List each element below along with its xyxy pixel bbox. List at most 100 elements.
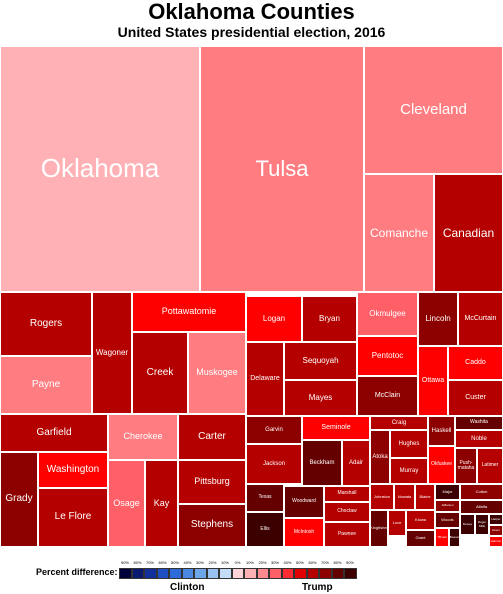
county-latimer: Latimer — [477, 448, 503, 484]
legend-trump-label: Trump — [302, 582, 333, 593]
legend-tick-label: 20% — [258, 560, 267, 565]
county-jefferson: Jefferson — [435, 500, 460, 512]
county-harmon: Harmon — [489, 536, 503, 547]
county-major: Major — [435, 484, 460, 500]
county-ottawa: Ottawa — [418, 346, 448, 416]
county-pentotoc: Pentotoc — [357, 336, 418, 376]
legend-tick-label: 10% — [245, 560, 254, 565]
county-washington: Washington — [38, 452, 108, 488]
county-craig: Craig — [370, 416, 428, 430]
legend-swatch — [156, 568, 169, 579]
county-custer: Custer — [448, 380, 503, 416]
legend-tick-label: 60% — [158, 560, 167, 565]
county-love: Love — [388, 510, 406, 536]
county-rogers: Rogers — [0, 292, 92, 356]
county-tillman: Tillman — [435, 528, 449, 547]
chart-title: Oklahoma Counties — [148, 0, 355, 24]
legend-swatch — [244, 568, 257, 579]
county-osage: Osage — [108, 460, 145, 547]
legend-swatch — [181, 568, 194, 579]
county-blaine: Blaine — [415, 484, 435, 510]
county-lincoln: Lincoln — [418, 292, 458, 346]
legend-tick-label: 20% — [208, 560, 217, 565]
county-haskell: Haskell — [428, 416, 455, 446]
county-mcclain: McClain — [357, 376, 418, 416]
county-comanche: Comanche — [364, 174, 434, 292]
legend-tick-label: 30% — [195, 560, 204, 565]
legend-tick-label: 10% — [220, 560, 229, 565]
county-stephens: Stephens — [178, 504, 246, 547]
county-murray: Murray — [390, 458, 428, 484]
legend-tick-label: 40% — [283, 560, 292, 565]
chart-subtitle: United States presidential election, 201… — [117, 24, 386, 40]
legend-swatch — [319, 568, 332, 579]
legend-swatch — [331, 568, 344, 579]
legend-swatch — [281, 568, 294, 579]
county-oklahoma: Oklahoma — [0, 46, 200, 292]
county-atoka: Atoka — [370, 430, 390, 484]
county-muskogee: Muskogee — [188, 332, 246, 414]
legend-tick-label: 80% — [133, 560, 142, 565]
county-okmulgee: Okmulgee — [357, 292, 418, 336]
county-cherokee: Cherokee — [108, 414, 178, 460]
legend-clinton-label: Clinton — [170, 582, 205, 593]
legend-tick-label: 80% — [333, 560, 342, 565]
county-beaver: Beaver — [449, 528, 460, 547]
county-pawnee: Pawnee — [324, 522, 370, 547]
county-grant: Grant — [406, 530, 435, 547]
county-hughes: Hughes — [390, 430, 428, 458]
county-wagoner: Wagoner — [92, 292, 132, 414]
county-noble: Noble — [455, 430, 503, 448]
county-kiowa: Kiowa — [406, 510, 435, 530]
legend-tick-label: 50% — [295, 560, 304, 565]
legend-swatch — [269, 568, 282, 579]
county-garvin: Garvin — [246, 416, 302, 444]
legend-swatch — [169, 568, 182, 579]
county-adair: Adair — [342, 440, 370, 486]
county-garfield: Garfield — [0, 414, 108, 452]
county-beckham: Beckham — [302, 440, 342, 486]
county-push-mataha: Push-mataha — [455, 448, 477, 484]
county-pittsburg: Pittsburg — [178, 460, 246, 504]
county-kay: Kay — [145, 460, 178, 547]
county-okfuskee: Okfuskee — [428, 446, 455, 484]
county-pottawatomie: Pottawatomie — [132, 292, 246, 332]
county-cleveland: Cleveland — [364, 46, 503, 174]
county-mccurtain: McCurtain — [458, 292, 503, 346]
legend-swatch — [194, 568, 207, 579]
legend-tick-label: 90% — [120, 560, 129, 565]
county-carter: Carter — [178, 414, 246, 460]
county-ellis: Ellis — [246, 512, 284, 547]
legend-swatch — [294, 568, 307, 579]
county-marshall: Marshall — [324, 486, 370, 502]
legend-swatch — [231, 568, 244, 579]
legend-tick-label: 0% — [234, 560, 241, 565]
legend-tick-label: 70% — [320, 560, 329, 565]
county-jackson: Jackson — [246, 444, 302, 484]
county-woods: Woods — [435, 512, 460, 528]
county-choctaw: Choctaw — [324, 502, 370, 522]
county-delaware: Delaware — [246, 342, 284, 416]
legend-tick-label: 40% — [183, 560, 192, 565]
legend-swatch — [219, 568, 232, 579]
county-seminole: Seminole — [302, 416, 370, 440]
legend-swatch — [144, 568, 157, 579]
county-woodward: Woodward — [284, 486, 324, 518]
legend-swatch — [131, 568, 144, 579]
legend-tick-label: 70% — [145, 560, 154, 565]
legend-swatch — [344, 568, 357, 579]
county-bryan: Bryan — [302, 296, 357, 342]
legend-swatch — [306, 568, 319, 579]
county-tulsa: Tulsa — [200, 46, 364, 292]
county-creek: Creek — [132, 332, 188, 414]
legend-swatch — [206, 568, 219, 579]
county-texas: Texas — [246, 484, 284, 512]
county-payne: Payne — [0, 356, 92, 414]
legend-tick-label: 90% — [345, 560, 354, 565]
county-canadian: Canadian — [434, 174, 503, 292]
county-greer: Greer — [489, 525, 503, 536]
county-caddo: Caddo — [448, 346, 503, 380]
county-johnston: Johnston — [370, 484, 394, 510]
legend-swatch — [256, 568, 269, 579]
